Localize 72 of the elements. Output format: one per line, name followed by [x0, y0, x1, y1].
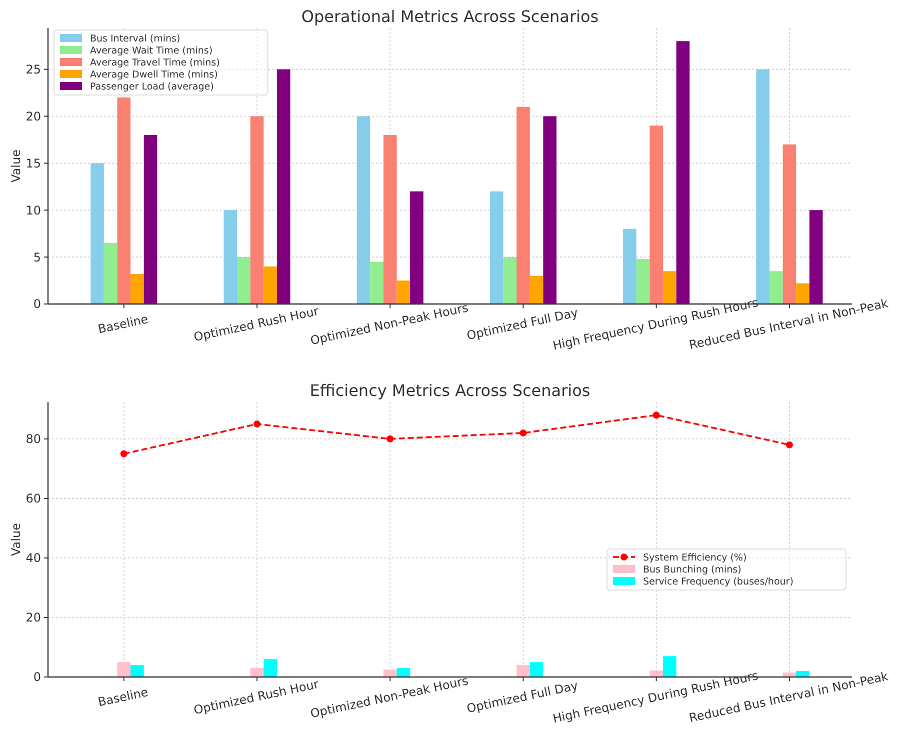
x-tick-label: Baseline [96, 684, 150, 710]
chart-title: Operational Metrics Across Scenarios [301, 7, 599, 26]
bar [503, 257, 517, 304]
bar [396, 280, 410, 304]
y-tick-label: 15 [26, 156, 41, 170]
bar [782, 144, 796, 304]
y-tick-label: 10 [26, 203, 41, 218]
bar [130, 665, 144, 677]
legend-label: Service Frequency (buses/hour) [643, 576, 794, 588]
bar [90, 163, 104, 304]
bar [796, 671, 810, 677]
bar [144, 135, 158, 304]
bar [662, 656, 676, 677]
legend-label: Average Wait Time (mins) [90, 45, 213, 56]
bar [117, 662, 131, 677]
y-tick-label: 60 [26, 492, 41, 506]
point [253, 420, 260, 428]
x-tick-label: Baseline [96, 312, 150, 336]
bar [264, 266, 277, 304]
bar [756, 69, 770, 304]
bar [623, 228, 636, 304]
y-tick-label: 20 [26, 610, 41, 625]
bar [370, 262, 384, 304]
point [386, 435, 394, 442]
bar [490, 191, 504, 304]
bar [224, 210, 238, 304]
y-axis-title: Value [9, 523, 23, 556]
bar [396, 668, 410, 677]
bar [769, 271, 783, 304]
bar [130, 274, 144, 304]
bar [650, 126, 663, 304]
bar [250, 668, 264, 677]
point [652, 412, 660, 419]
point [120, 450, 128, 458]
bar [676, 41, 690, 304]
bar [264, 659, 277, 677]
y-tick-label: 25 [26, 62, 41, 77]
y-tick-label: 0 [33, 670, 41, 684]
bar [530, 276, 544, 304]
legend-label: Bus Bunching (mins) [643, 564, 742, 576]
bar [796, 283, 810, 304]
bar [516, 106, 530, 304]
legend-label: Passenger Load (average) [90, 81, 214, 92]
bar [650, 670, 663, 677]
bar [383, 135, 397, 304]
y-tick-label: 20 [26, 109, 41, 124]
point [520, 429, 527, 436]
legend-label: Average Dwell Time (mins) [90, 69, 218, 80]
chart-title: Efficiency Metrics Across Scenarios [310, 381, 590, 400]
bar [104, 242, 118, 304]
bar [636, 258, 650, 304]
bar [383, 670, 397, 677]
bar [516, 665, 530, 677]
bar [543, 116, 556, 304]
bar [250, 116, 264, 304]
legend-label: Average Travel Time (mins) [90, 57, 220, 68]
bar [356, 116, 370, 304]
legend-label: System Efficiency (%) [643, 552, 747, 564]
y-axis-title: Value [9, 150, 23, 182]
bar [662, 271, 676, 304]
bar [410, 191, 424, 304]
legend-label: Bus Interval (mins) [90, 33, 180, 44]
y-tick-label: 40 [26, 551, 41, 566]
bar [237, 257, 250, 304]
y-tick-label: 80 [26, 432, 41, 446]
bar [809, 210, 823, 304]
bar [276, 69, 290, 304]
y-tick-label: 5 [33, 250, 41, 264]
bar [117, 97, 131, 304]
bar [530, 662, 544, 677]
point [786, 441, 793, 448]
y-tick-label: 0 [33, 297, 41, 312]
